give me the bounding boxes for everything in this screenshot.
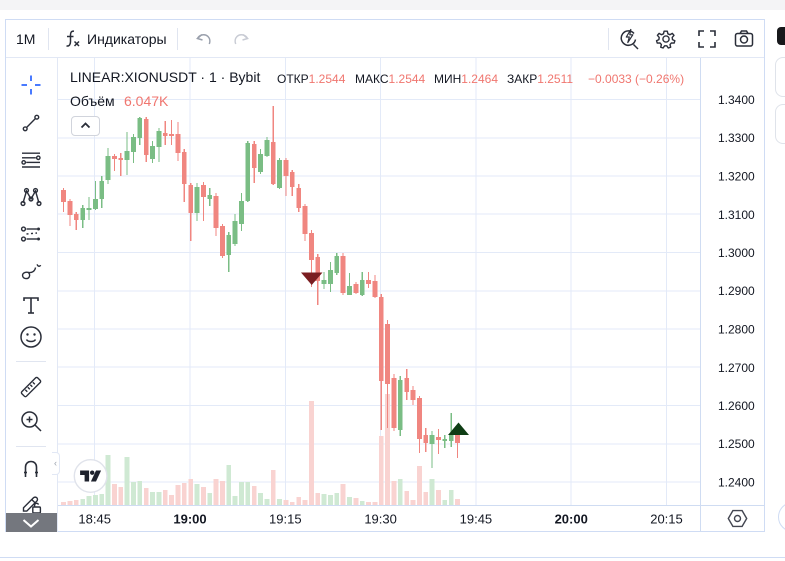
- svg-text:1.2800: 1.2800: [718, 323, 755, 337]
- svg-text:19:15: 19:15: [269, 512, 302, 527]
- svg-text:19:45: 19:45: [460, 512, 493, 527]
- svg-text:18:45: 18:45: [78, 512, 111, 527]
- svg-text:1.2600: 1.2600: [718, 399, 755, 413]
- svg-text:1.2700: 1.2700: [718, 361, 755, 375]
- svg-text:1.2900: 1.2900: [718, 284, 755, 298]
- svg-text:1.3100: 1.3100: [718, 208, 755, 222]
- svg-text:1.3200: 1.3200: [718, 170, 755, 184]
- svg-text:19:30: 19:30: [364, 512, 397, 527]
- svg-text:1.3400: 1.3400: [718, 93, 755, 107]
- svg-text:1.2400: 1.2400: [718, 476, 755, 490]
- svg-text:1.3300: 1.3300: [718, 131, 755, 145]
- svg-text:1.2500: 1.2500: [718, 437, 755, 451]
- svg-text:1.3000: 1.3000: [718, 246, 755, 260]
- svg-text:19:00: 19:00: [173, 512, 206, 527]
- svg-text:20:00: 20:00: [555, 512, 588, 527]
- svg-text:20:15: 20:15: [650, 512, 683, 527]
